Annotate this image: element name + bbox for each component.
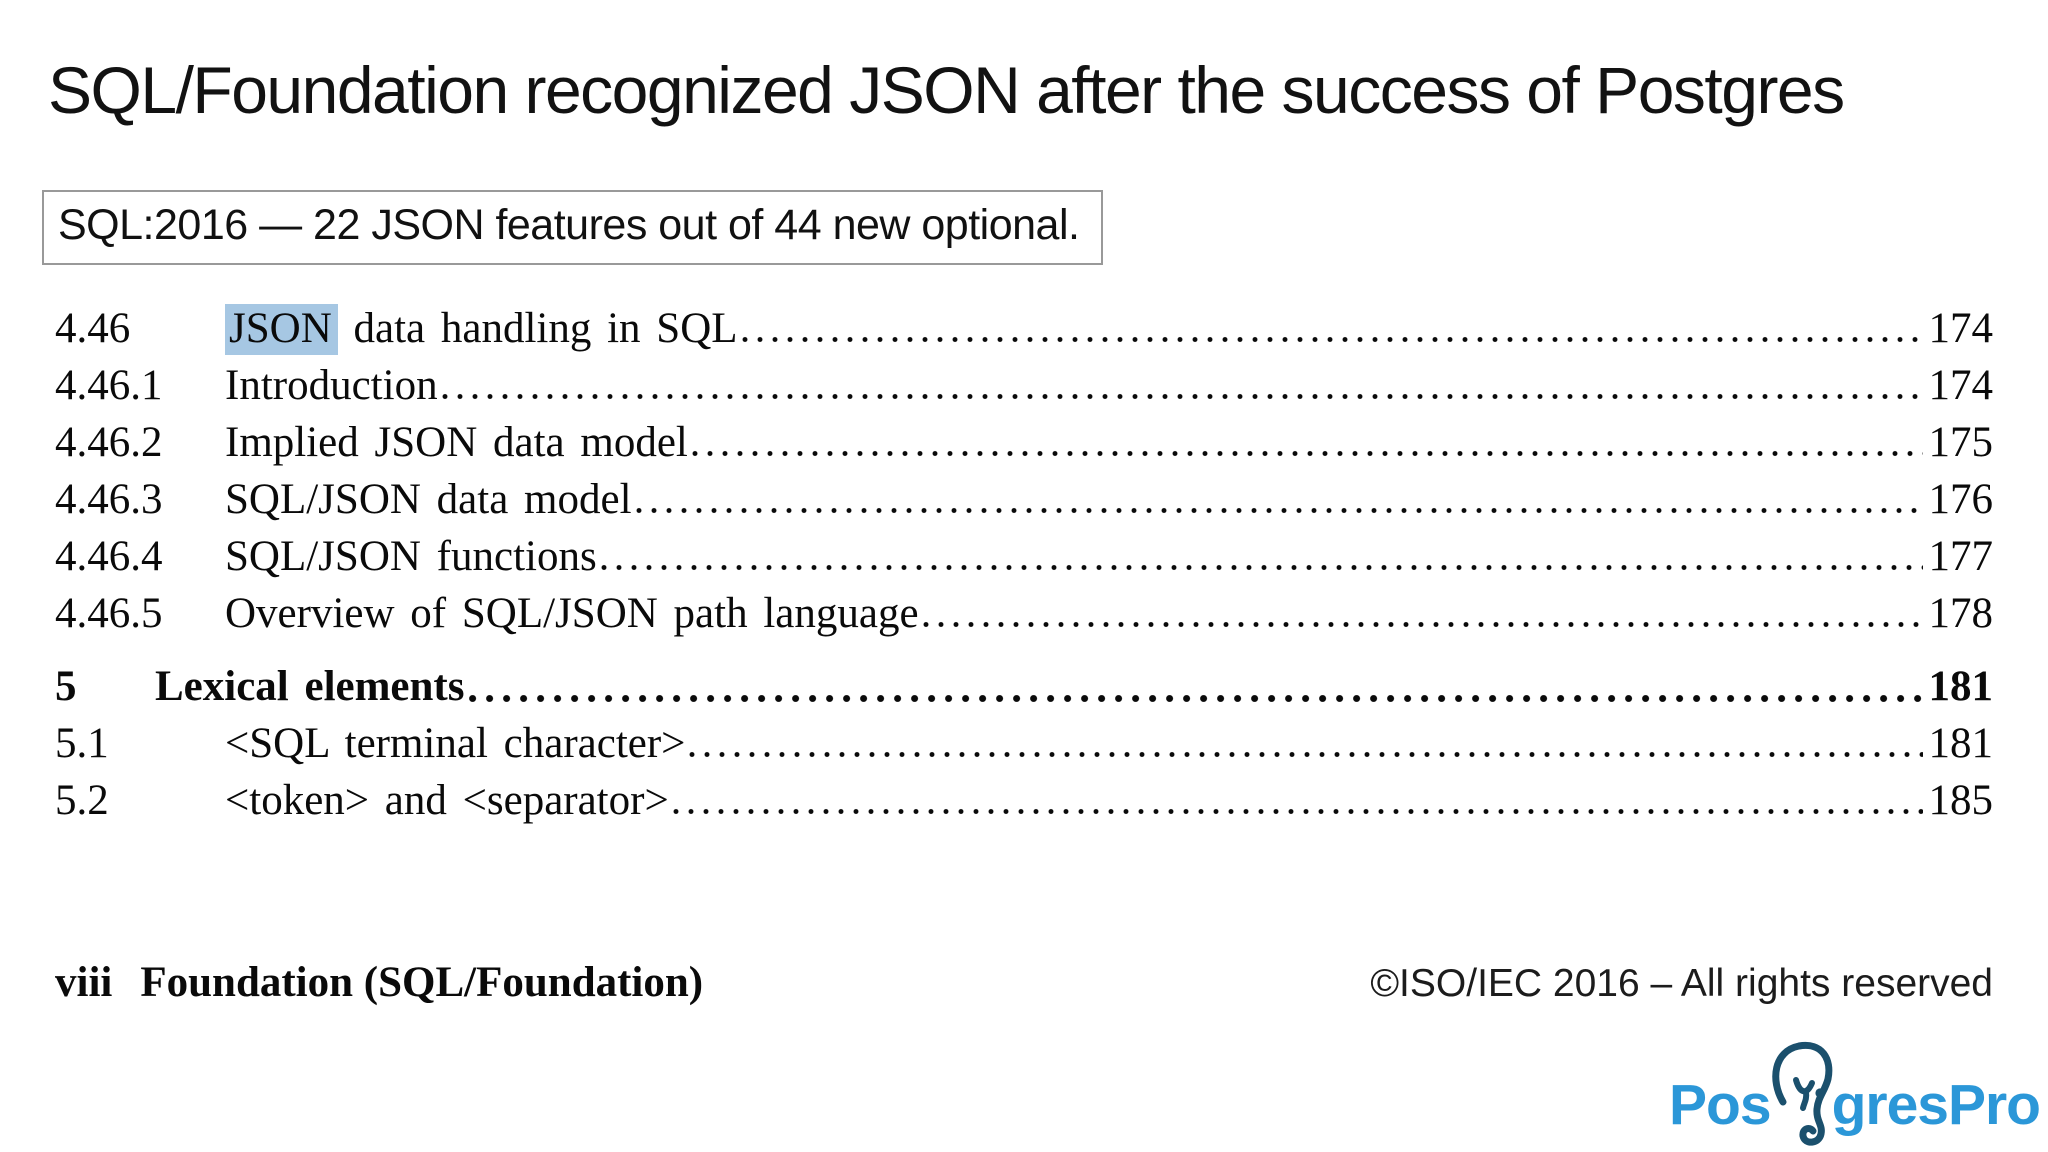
toc-row: 4.46.3 SQL/JSON data model 176: [55, 471, 1993, 528]
dot-leader: [441, 393, 1923, 400]
toc-section-number: 4.46.1: [55, 362, 163, 409]
toc-row: 5.1 <SQL terminal character> 181: [55, 715, 1993, 772]
footer-doc-title: Foundation (SQL/Foundation): [140, 959, 704, 1006]
toc-page-number: 174: [1928, 305, 1994, 352]
toc-entry-title: Overview of SQL/JSON path language: [225, 590, 919, 637]
toc-section-number: 5.1: [55, 720, 109, 767]
toc-entry-title: Introduction: [225, 362, 438, 409]
toc-page-number: 177: [1928, 533, 1994, 580]
toc-section-number: 4.46.4: [55, 533, 163, 580]
dot-leader: [691, 450, 1923, 457]
toc-row: 4.46.1 Introduction 174: [55, 357, 1993, 414]
document-footer: viii Foundation (SQL/Foundation) ©ISO/IEC…: [55, 958, 1993, 1007]
toc-row: 4.46 JSON data handling in SQL 174: [55, 300, 1993, 357]
toc-entry-title: SQL/JSON data model: [225, 476, 632, 523]
toc-row: 4.46.4 SQL/JSON functions 177: [55, 528, 1993, 585]
dot-leader: [922, 621, 1923, 628]
elephant-icon: [1771, 1041, 1832, 1146]
callout-box: SQL:2016 — 22 JSON features out of 44 ne…: [42, 190, 1104, 265]
logo-text-after: gresPro: [1831, 1073, 2041, 1137]
toc-page-number: 185: [1928, 777, 1994, 824]
toc-section-number: 4.46.3: [55, 476, 163, 523]
postgrespro-logo: Pos gresPro: [1669, 1040, 2041, 1148]
toc-section-number: 5: [55, 663, 77, 710]
dot-leader: [672, 808, 1923, 815]
callout-text: SQL:2016 — 22 JSON features out of 44 ne…: [58, 201, 1080, 249]
footer-page-label: viii: [55, 959, 113, 1006]
toc-section-number: 4.46.2: [55, 419, 163, 466]
dot-leader: [635, 507, 1923, 514]
toc-page-number: 176: [1928, 476, 1994, 523]
footer-left: viii Foundation (SQL/Foundation): [55, 958, 703, 1007]
toc-page-number: 174: [1928, 362, 1994, 409]
copyright-notice: ©ISO/IEC 2016 – All rights reserved: [1370, 962, 1993, 1005]
toc-page-number: 181: [1928, 720, 1994, 767]
highlighted-term: JSON: [225, 304, 338, 355]
page-title: SQL/Foundation recognized JSON after the…: [48, 53, 1845, 127]
toc-section-number: 4.46.5: [55, 590, 163, 637]
toc-page-number: 181: [1928, 663, 1994, 710]
dot-leader: [468, 695, 1923, 702]
toc-entry-title: <token> and <separator>: [225, 777, 669, 824]
toc-page-number: 175: [1928, 419, 1994, 466]
toc-row: 5.2 <token> and <separator> 185: [55, 772, 1993, 829]
toc-entry-title: JSON data handling in SQL: [225, 300, 738, 357]
toc-entry-title: Lexical elements: [155, 663, 465, 710]
dot-leader: [600, 564, 1923, 571]
toc-row: 4.46.5 Overview of SQL/JSON path languag…: [55, 585, 1993, 642]
toc-section-number: 5.2: [55, 777, 109, 824]
toc-entry-title: <SQL terminal character>: [225, 720, 686, 767]
logo-text-before: Pos: [1669, 1073, 1772, 1137]
toc-row: 5 Lexical elements 181: [55, 658, 1993, 715]
toc-row: 4.46.2 Implied JSON data model 175: [55, 414, 1993, 471]
toc-entry-title: Implied JSON data model: [225, 419, 688, 466]
toc-section-number: 4.46: [55, 305, 131, 352]
toc-excerpt: 4.46 JSON data handling in SQL 174 4.46.…: [55, 300, 1993, 829]
toc-entry-title: SQL/JSON functions: [225, 533, 597, 580]
dot-leader: [689, 751, 1923, 758]
dot-leader: [741, 336, 1923, 343]
toc-page-number: 178: [1928, 590, 1994, 637]
